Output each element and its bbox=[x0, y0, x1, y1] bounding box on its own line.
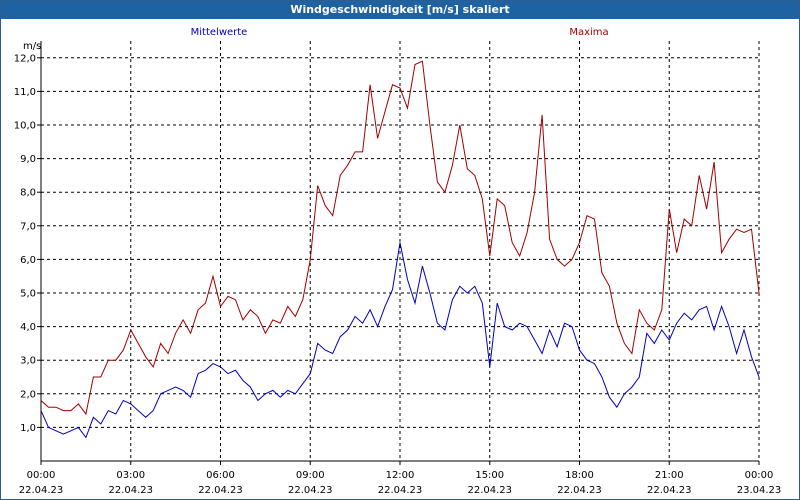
y-tick-labels: 1,0 2,0 3,0 4,0 5,0 6,0 7,0 8,0 9,0 10,0 11,0 12,0 bbox=[14, 53, 36, 434]
x-tick-time: 12:00 bbox=[386, 470, 415, 481]
x-tick-time: 06:00 bbox=[206, 470, 235, 481]
y-tick-label: 4,0 bbox=[20, 322, 36, 333]
legend-maxima: Maxima bbox=[569, 27, 608, 38]
series-line-maxima bbox=[40, 60, 760, 416]
y-tick-label: 10,0 bbox=[14, 121, 36, 132]
y-tick-label: 6,0 bbox=[20, 255, 36, 266]
grid-lines bbox=[41, 41, 759, 461]
window-title: Windgeschwindigkeit [m/s] skaliert bbox=[1, 1, 799, 19]
x-tick-date: 22.04.23 bbox=[647, 485, 692, 496]
legend-mittelwerte: Mittelwerte bbox=[191, 27, 248, 38]
y-tick-label: 2,0 bbox=[20, 389, 36, 400]
x-tick-date: 22.04.23 bbox=[557, 485, 602, 496]
y-tick-label: 11,0 bbox=[14, 87, 36, 98]
y-tick-label: 3,0 bbox=[20, 356, 36, 367]
y-tick-label: 7,0 bbox=[20, 221, 36, 232]
x-tick-date: 22.04.23 bbox=[198, 485, 243, 496]
axes bbox=[37, 41, 760, 465]
x-tick-labels: 00:00 22.04.23 03:00 22.04.23 06:00 22.04.23 0… bbox=[19, 470, 782, 496]
x-tick-date: 22.04.23 bbox=[467, 485, 512, 496]
x-tick-date: 23.04.23 bbox=[737, 485, 782, 496]
x-tick-time: 09:00 bbox=[296, 470, 325, 481]
x-tick-time: 18:00 bbox=[565, 470, 594, 481]
x-tick-date: 22.04.23 bbox=[108, 485, 153, 496]
y-tick-label: 5,0 bbox=[20, 289, 36, 300]
data-lines bbox=[40, 60, 760, 439]
y-tick-label: 1,0 bbox=[20, 423, 36, 434]
y-tick-label: 8,0 bbox=[20, 188, 36, 199]
x-tick-time: 15:00 bbox=[475, 470, 504, 481]
y-tick-label: 12,0 bbox=[14, 53, 36, 64]
x-tick-date: 22.04.23 bbox=[288, 485, 333, 496]
x-tick-time: 00:00 bbox=[745, 470, 774, 481]
y-axis-unit: m/s bbox=[23, 41, 41, 52]
series-line-mittelwerte bbox=[40, 242, 760, 439]
y-tick-label: 9,0 bbox=[20, 154, 36, 165]
x-tick-date: 22.04.23 bbox=[378, 485, 423, 496]
x-tick-time: 21:00 bbox=[655, 470, 684, 481]
x-tick-time: 00:00 bbox=[27, 470, 56, 481]
x-tick-time: 03:00 bbox=[116, 470, 145, 481]
x-tick-date: 22.04.23 bbox=[19, 485, 64, 496]
